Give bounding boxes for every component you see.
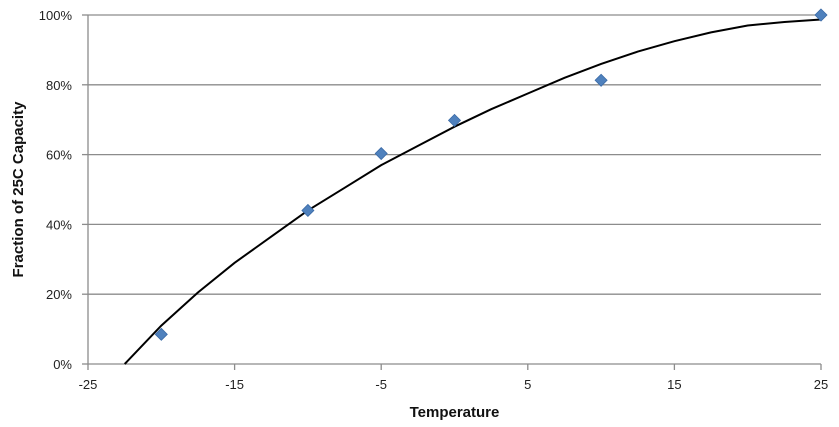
- y-tick-label: 0%: [53, 357, 72, 372]
- y-tick-label: 40%: [46, 217, 72, 232]
- y-tick-label: 20%: [46, 287, 72, 302]
- tick-labels: 0% 20% 40% 60% 80% 100% -25 -15 -5 5 15 25: [39, 8, 828, 392]
- y-tick-label: 100%: [39, 8, 73, 23]
- data-point: [594, 73, 608, 87]
- trend-curve-layer: [123, 18, 822, 365]
- trend-curve: [123, 18, 822, 365]
- y-tick-label: 60%: [46, 148, 72, 163]
- x-tick-label: -25: [79, 377, 98, 392]
- data-points: [154, 8, 828, 341]
- x-tick-label: -15: [225, 377, 244, 392]
- gridlines: [88, 14, 821, 295]
- y-axis-title: Fraction of 25C Capacity: [10, 101, 27, 278]
- y-tick-label: 80%: [46, 78, 72, 93]
- axes: [82, 14, 822, 370]
- x-axis-title: Temperature: [410, 404, 500, 421]
- data-point: [154, 327, 168, 341]
- x-tick-label: 25: [814, 377, 828, 392]
- data-point: [447, 113, 462, 127]
- data-point: [301, 203, 315, 218]
- x-tick-label: -5: [375, 377, 387, 392]
- data-point: [814, 8, 828, 22]
- x-tick-label: 5: [524, 377, 531, 392]
- data-point: [374, 146, 388, 161]
- x-tick-label: 15: [667, 377, 681, 392]
